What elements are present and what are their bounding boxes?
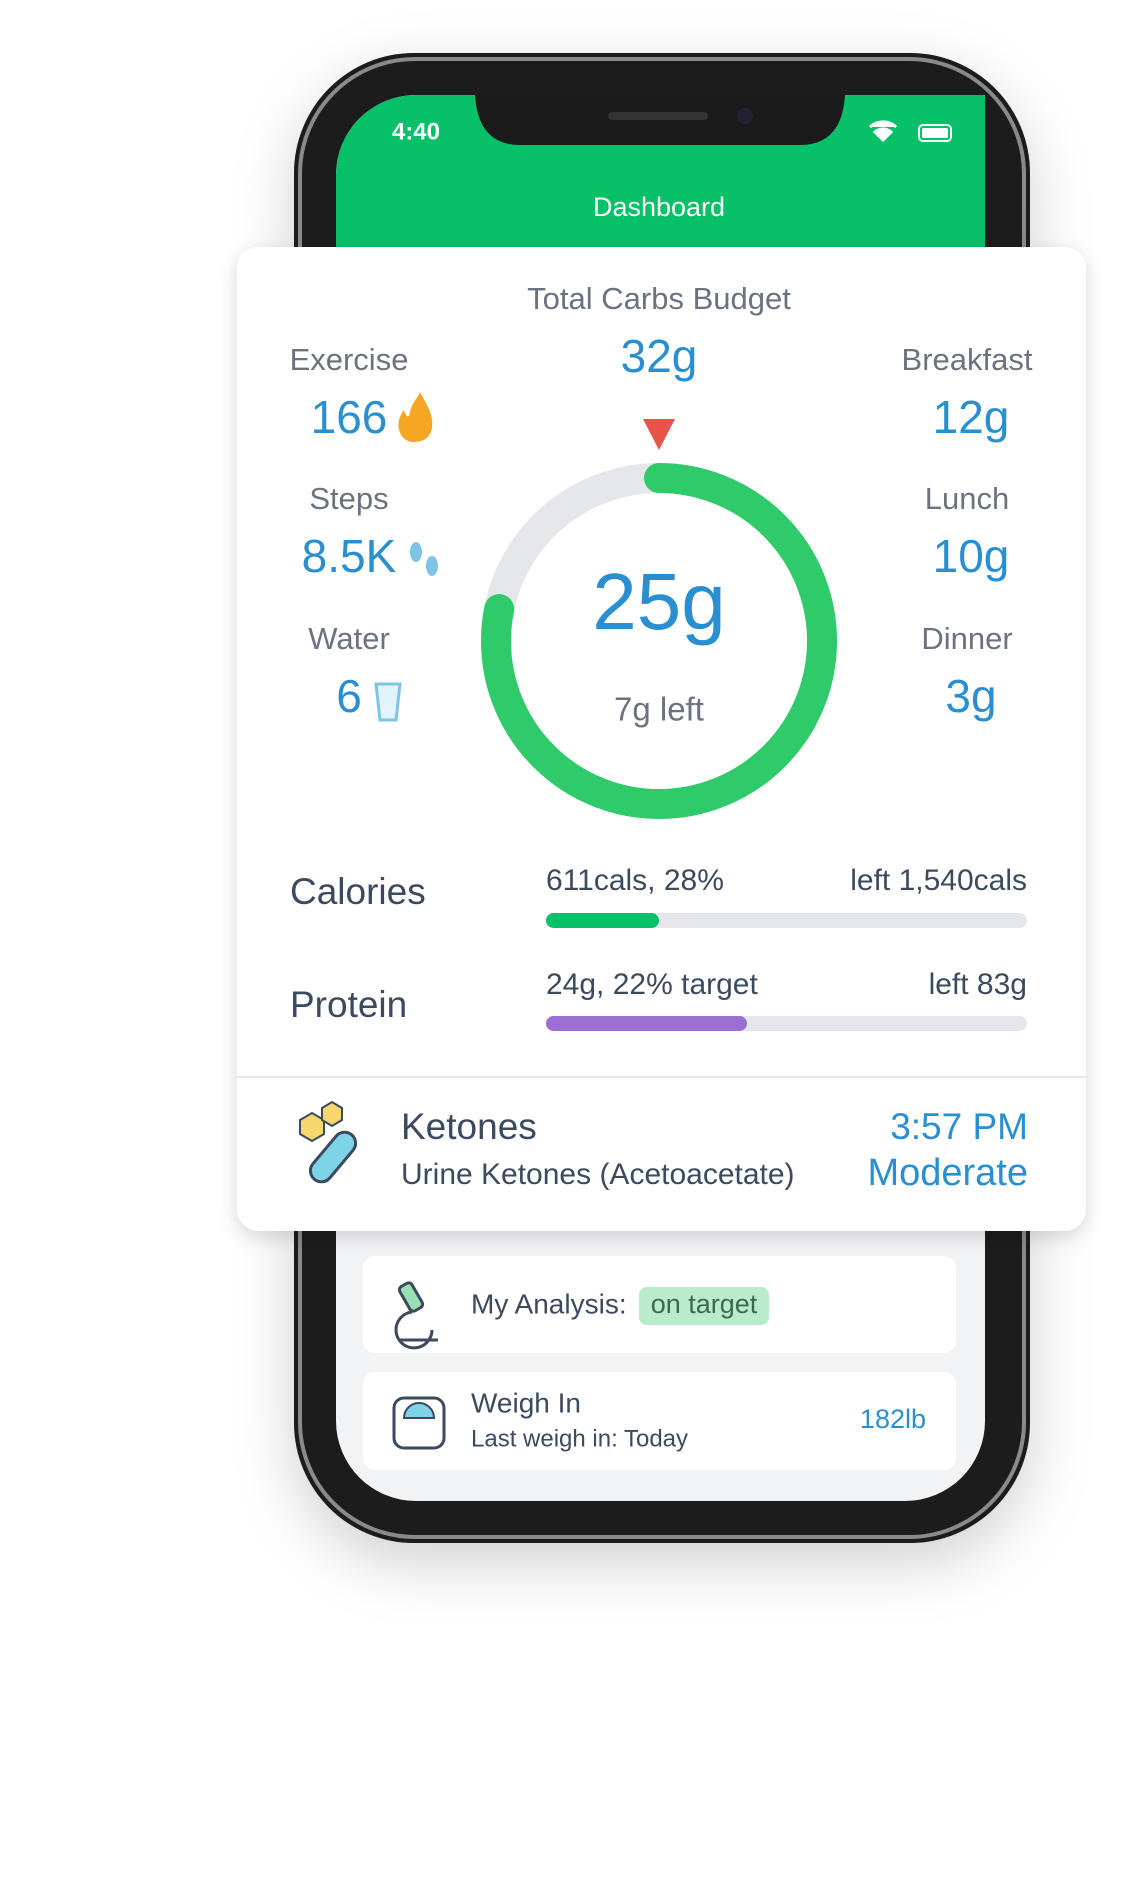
protein-progress xyxy=(546,1016,747,1031)
microscope-icon xyxy=(394,1281,438,1350)
nutrient-left: left 1,540cals xyxy=(850,864,1027,897)
meal-value: 10g xyxy=(933,530,1010,582)
nutrient-consumed: 611cals, 28% xyxy=(546,864,724,897)
flame-icon xyxy=(398,392,433,442)
consumed-value: 25g xyxy=(592,557,725,646)
calories-track xyxy=(546,913,1027,928)
steps-icon xyxy=(410,542,438,576)
nutrient-label: Protein xyxy=(290,984,407,1025)
header-title: Dashboard xyxy=(593,192,725,222)
meal-value: 12g xyxy=(933,391,1010,443)
weigh-title: Weigh In xyxy=(471,1387,581,1418)
weigh-card[interactable] xyxy=(363,1372,956,1470)
meal-value: 3g xyxy=(945,670,996,722)
activity-label: Water xyxy=(308,621,390,656)
ketones-level: Moderate xyxy=(867,1152,1028,1194)
meal-label: Dinner xyxy=(921,621,1012,656)
meal-label: Breakfast xyxy=(902,342,1033,377)
nutrient-consumed: 24g, 22% target xyxy=(546,968,758,1001)
ketones-time: 3:57 PM xyxy=(890,1106,1028,1147)
activity-label: Steps xyxy=(309,481,388,516)
ketones-title: Ketones xyxy=(401,1106,537,1147)
remaining-value: 7g left xyxy=(614,691,704,728)
budget-value: 32g xyxy=(621,330,698,382)
weigh-value: 182lb xyxy=(860,1404,926,1434)
analysis-title: My Analysis: xyxy=(471,1288,627,1319)
weigh-subtitle: Last weigh in: Today xyxy=(471,1425,688,1452)
ketones-icon xyxy=(299,1100,358,1184)
activity-value: 166 xyxy=(311,391,388,443)
ketones-subtitle: Urine Ketones (Acetoacetate) xyxy=(401,1158,795,1191)
status-time: 4:40 xyxy=(392,118,440,145)
activity-label: Exercise xyxy=(290,342,409,377)
calories-progress xyxy=(546,913,659,928)
analysis-badge: on target xyxy=(651,1289,758,1319)
nutrient-left: left 83g xyxy=(929,968,1027,1001)
summary-card xyxy=(237,247,1086,1231)
battery-icon xyxy=(918,124,952,142)
budget-label: Total Carbs Budget xyxy=(527,281,791,316)
glass-icon xyxy=(374,682,402,722)
wifi-icon xyxy=(868,120,898,143)
camera xyxy=(737,108,753,124)
speaker xyxy=(608,112,708,120)
activity-value: 8.5K xyxy=(302,530,397,582)
nutrient-label: Calories xyxy=(290,871,426,912)
activity-value: 6 xyxy=(336,670,362,722)
badge-bg xyxy=(639,1287,769,1325)
budget-marker xyxy=(643,419,675,450)
scale-icon xyxy=(392,1396,446,1450)
meal-label: Lunch xyxy=(925,481,1009,516)
ring-progress xyxy=(481,463,837,819)
battery-level xyxy=(922,128,948,138)
